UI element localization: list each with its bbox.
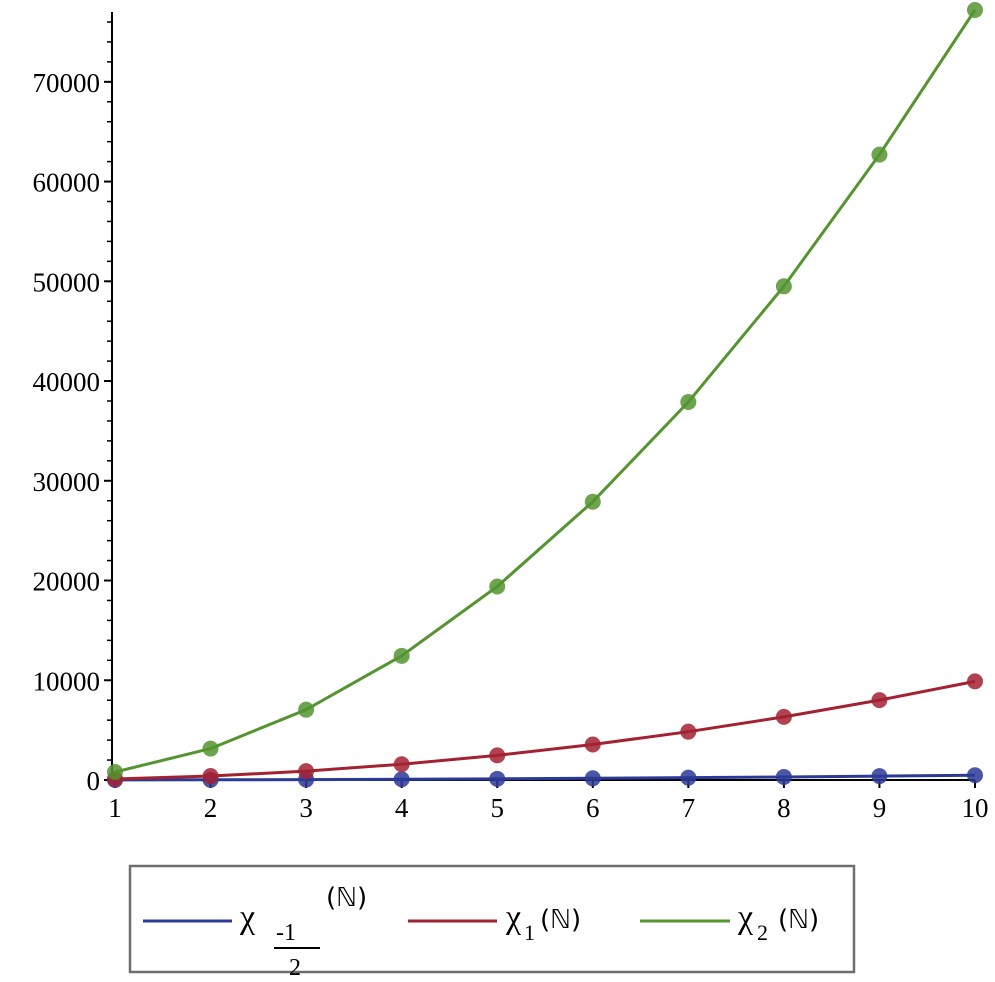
data-point bbox=[298, 763, 315, 780]
y-tick-label: 70000 bbox=[33, 68, 101, 98]
data-point bbox=[584, 493, 601, 510]
legend-arg-series-1: (ℕ) bbox=[326, 883, 367, 913]
legend-arg-series-3: (ℕ) bbox=[778, 905, 819, 935]
series-1 bbox=[107, 767, 983, 788]
series-line bbox=[114, 679, 976, 781]
x-tick-label: 6 bbox=[586, 793, 600, 823]
y-tick-label: 10000 bbox=[33, 666, 101, 696]
legend-arg-series-2: (ℕ) bbox=[540, 905, 581, 935]
y-tick-label: 40000 bbox=[33, 367, 101, 397]
data-point bbox=[298, 701, 315, 718]
legend-sub-series-2: 1 bbox=[524, 920, 535, 945]
data-point bbox=[107, 764, 123, 781]
legend-sub-num-series-1: -1 bbox=[276, 920, 296, 946]
x-tick-label: 1 bbox=[108, 793, 122, 823]
plot-area bbox=[107, 2, 983, 788]
data-point bbox=[584, 770, 601, 787]
data-point bbox=[775, 708, 792, 725]
x-tick-label: 8 bbox=[777, 793, 791, 823]
series-line bbox=[114, 9, 977, 774]
series-2 bbox=[107, 673, 983, 788]
legend: χ -1 2 (ℕ) χ 1 (ℕ) χ 2 (ℕ) bbox=[128, 864, 856, 981]
x-tick-label: 9 bbox=[873, 793, 887, 823]
x-tick-label: 7 bbox=[682, 793, 696, 823]
x-tick-label: 10 bbox=[962, 793, 989, 823]
x-tick-label: 2 bbox=[204, 793, 218, 823]
data-point bbox=[584, 736, 601, 753]
data-point bbox=[489, 578, 506, 595]
data-point bbox=[680, 769, 697, 786]
legend-sub-den-series-1: 2 bbox=[289, 955, 301, 981]
y-tick-label: 60000 bbox=[33, 168, 101, 198]
y-tick-label: 50000 bbox=[33, 267, 101, 297]
data-point bbox=[775, 278, 792, 295]
data-point bbox=[489, 770, 506, 787]
data-point bbox=[967, 767, 983, 784]
data-point bbox=[393, 647, 410, 664]
data-point bbox=[393, 771, 410, 788]
data-point bbox=[489, 747, 506, 764]
x-tick-label: 5 bbox=[490, 793, 504, 823]
legend-symbol-series-2: χ bbox=[505, 899, 521, 936]
data-point bbox=[871, 146, 888, 163]
x-axis-ticks: 1 2 3 4 5 6 7 8 9 10 bbox=[108, 780, 989, 823]
series-3 bbox=[107, 2, 983, 781]
legend-sub-series-3: 2 bbox=[757, 920, 768, 945]
data-point bbox=[871, 692, 888, 709]
data-point bbox=[202, 740, 219, 757]
data-point bbox=[775, 768, 792, 785]
data-point bbox=[967, 2, 983, 19]
legend-box bbox=[128, 864, 856, 974]
data-point bbox=[202, 768, 219, 785]
data-point bbox=[967, 673, 983, 690]
y-axis-ticks: 0 10000 20000 30000 40000 50000 60000 70000 bbox=[33, 21, 112, 796]
y-tick-label: 20000 bbox=[33, 567, 101, 597]
y-tick-label: 0 bbox=[87, 766, 101, 796]
y-tick-label: 30000 bbox=[33, 467, 101, 497]
x-tick-label: 3 bbox=[299, 793, 313, 823]
data-point bbox=[680, 723, 697, 740]
legend-symbol-series-1: χ bbox=[239, 899, 255, 936]
series-line bbox=[114, 773, 976, 782]
x-tick-label: 4 bbox=[395, 793, 409, 823]
legend-symbol-series-3: χ bbox=[737, 899, 753, 936]
data-point bbox=[393, 756, 410, 773]
data-point bbox=[871, 768, 888, 785]
data-point bbox=[680, 393, 697, 410]
